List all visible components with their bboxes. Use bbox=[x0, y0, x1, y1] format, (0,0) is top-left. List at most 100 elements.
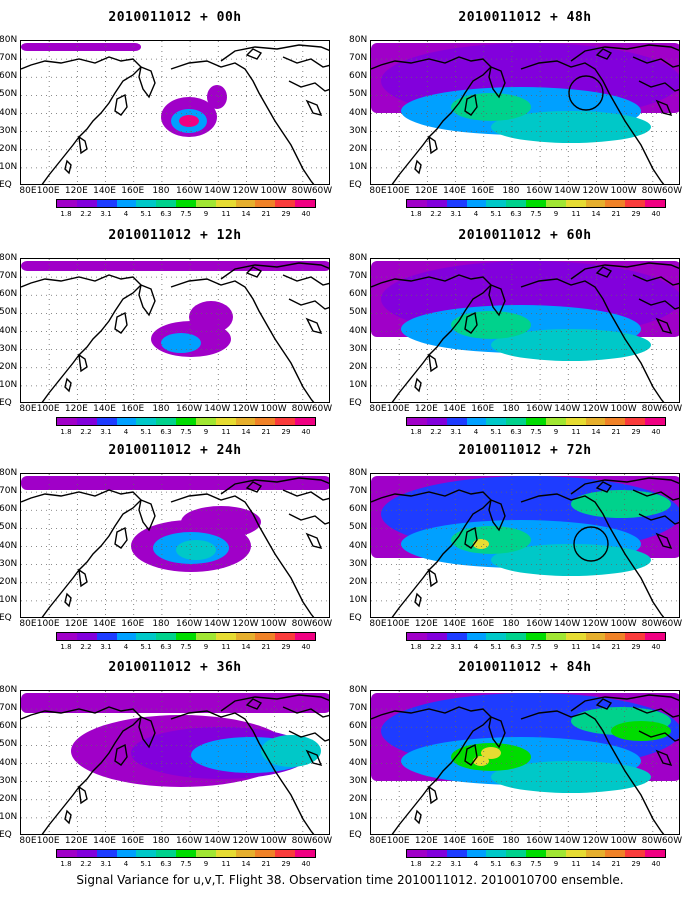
longitude-tick-label: 140E bbox=[443, 836, 466, 846]
coastline bbox=[520, 278, 665, 402]
colorbar bbox=[406, 417, 666, 426]
latitude-tick-label: 70N bbox=[349, 486, 368, 497]
variance-contour bbox=[261, 735, 321, 767]
latitude-tick-label: 50N bbox=[0, 522, 18, 533]
coastline bbox=[488, 66, 506, 99]
colorbar-swatch bbox=[57, 418, 77, 425]
longitude-tick-label: 160E bbox=[471, 836, 495, 846]
colorbar-swatch bbox=[176, 200, 196, 207]
coastline bbox=[21, 274, 142, 288]
coastline bbox=[391, 716, 492, 834]
colorbar-swatch bbox=[275, 850, 296, 857]
coastline bbox=[464, 743, 478, 766]
latitude-tick-label: 80N bbox=[0, 253, 18, 263]
colorbar-swatch bbox=[255, 200, 276, 207]
longitude-tick-label: 160W bbox=[176, 836, 203, 846]
coastline bbox=[114, 93, 128, 116]
colorbar-swatch bbox=[565, 633, 586, 640]
colorbar-tick-label: 9 bbox=[203, 428, 209, 436]
colorbar-tick-label: 4 bbox=[123, 210, 129, 218]
longitude-tick-label: 120W bbox=[582, 619, 609, 629]
latitude-tick-label: 70N bbox=[349, 271, 368, 282]
longitude-tick-label: 140E bbox=[93, 836, 116, 846]
colorbar-tick-label: 40 bbox=[651, 210, 661, 218]
latitude-tick-label: EQ bbox=[349, 180, 362, 190]
map-plot bbox=[21, 474, 329, 617]
colorbar-swatch bbox=[645, 850, 665, 857]
coastline bbox=[78, 353, 88, 373]
longitude-tick-label: 160E bbox=[471, 186, 495, 196]
coastline bbox=[595, 266, 613, 278]
colorbar-tick-label: 1.8 bbox=[410, 643, 422, 651]
longitude-tick-label: 80W bbox=[641, 404, 662, 414]
longitude-tick-label: 100E bbox=[36, 404, 60, 414]
colorbar-swatch bbox=[195, 200, 216, 207]
colorbar-tick-label: 29 bbox=[631, 860, 641, 868]
variance-contour bbox=[571, 490, 671, 518]
colorbar-tick-label: 9 bbox=[553, 860, 559, 868]
colorbar-tick-label: 9 bbox=[553, 428, 559, 436]
colorbar-tick-label: 5.1 bbox=[140, 428, 152, 436]
colorbar-swatch bbox=[176, 418, 196, 425]
longitude-tick-label: 80E bbox=[19, 619, 37, 629]
coastline bbox=[488, 499, 506, 532]
longitude-tick-label: 180 bbox=[502, 619, 520, 629]
longitude-tick-label: 140W bbox=[204, 619, 231, 629]
variance-contour bbox=[21, 693, 329, 713]
colorbar-tick-label: 14 bbox=[591, 428, 601, 436]
coastline bbox=[655, 532, 673, 550]
coastline bbox=[464, 526, 478, 549]
latitude-tick-label: 20N bbox=[349, 143, 368, 154]
colorbar-swatch bbox=[585, 200, 606, 207]
longitude-tick-label: 120E bbox=[414, 619, 438, 629]
map-plot bbox=[371, 41, 679, 184]
longitude-tick-label: 140E bbox=[443, 619, 466, 629]
coastline bbox=[595, 698, 613, 710]
forecast-map bbox=[20, 40, 330, 185]
colorbar-tick-label: 40 bbox=[301, 643, 311, 651]
colorbar-tick-label: 1.8 bbox=[60, 643, 72, 651]
latitude-tick-label: 50N bbox=[0, 739, 18, 750]
colorbar-swatch bbox=[136, 418, 157, 425]
observation-circle bbox=[573, 526, 609, 562]
colorbar-tick-label: 14 bbox=[241, 643, 251, 651]
longitude-tick-label: 140W bbox=[204, 404, 231, 414]
coastline bbox=[371, 489, 492, 503]
coastline bbox=[138, 716, 156, 749]
longitude-tick-label: 80W bbox=[641, 836, 662, 846]
coastline bbox=[41, 716, 142, 834]
colorbar-tick-label: 4 bbox=[473, 643, 479, 651]
colorbar-swatch bbox=[545, 850, 566, 857]
coastline bbox=[170, 493, 315, 617]
coastline bbox=[520, 60, 665, 184]
colorbar-tick-label: 2.2 bbox=[80, 428, 92, 436]
coastline bbox=[391, 66, 492, 184]
colorbar-swatch bbox=[96, 418, 117, 425]
latitude-tick-label: EQ bbox=[349, 613, 362, 623]
longitude-tick-label: 160W bbox=[176, 619, 203, 629]
longitude-tick-label: 100W bbox=[260, 619, 287, 629]
colorbar-tick-label: 6.3 bbox=[510, 210, 522, 218]
colorbar-tick-label: 2.2 bbox=[80, 643, 92, 651]
variance-contour bbox=[481, 747, 501, 759]
variance-contour bbox=[21, 43, 141, 51]
latitude-tick-label: 80N bbox=[0, 35, 18, 45]
colorbar-swatch bbox=[235, 200, 256, 207]
coastline bbox=[428, 353, 438, 373]
latitude-labels: 80N 70N 60N 50N 40N 30N 20N 10N EQ bbox=[0, 686, 21, 840]
colorbar-swatch bbox=[116, 418, 137, 425]
colorbar-swatch bbox=[275, 633, 296, 640]
colorbar bbox=[56, 417, 316, 426]
longitude-tick-label: 140W bbox=[554, 404, 581, 414]
latitude-tick-label: EQ bbox=[0, 830, 12, 840]
longitude-tick-label: 60W bbox=[661, 404, 683, 414]
longitude-tick-label: 140W bbox=[554, 619, 581, 629]
colorbar-swatch bbox=[565, 850, 586, 857]
colorbar-tick-label: 6.3 bbox=[510, 428, 522, 436]
longitude-tick-label: 100W bbox=[260, 186, 287, 196]
longitude-tick-label: 80E bbox=[369, 186, 387, 196]
colorbar-swatch bbox=[295, 850, 315, 857]
panel-title: 2010011012 + 60h bbox=[458, 228, 592, 243]
coastline bbox=[632, 274, 679, 286]
latitude-tick-label: EQ bbox=[0, 398, 12, 408]
